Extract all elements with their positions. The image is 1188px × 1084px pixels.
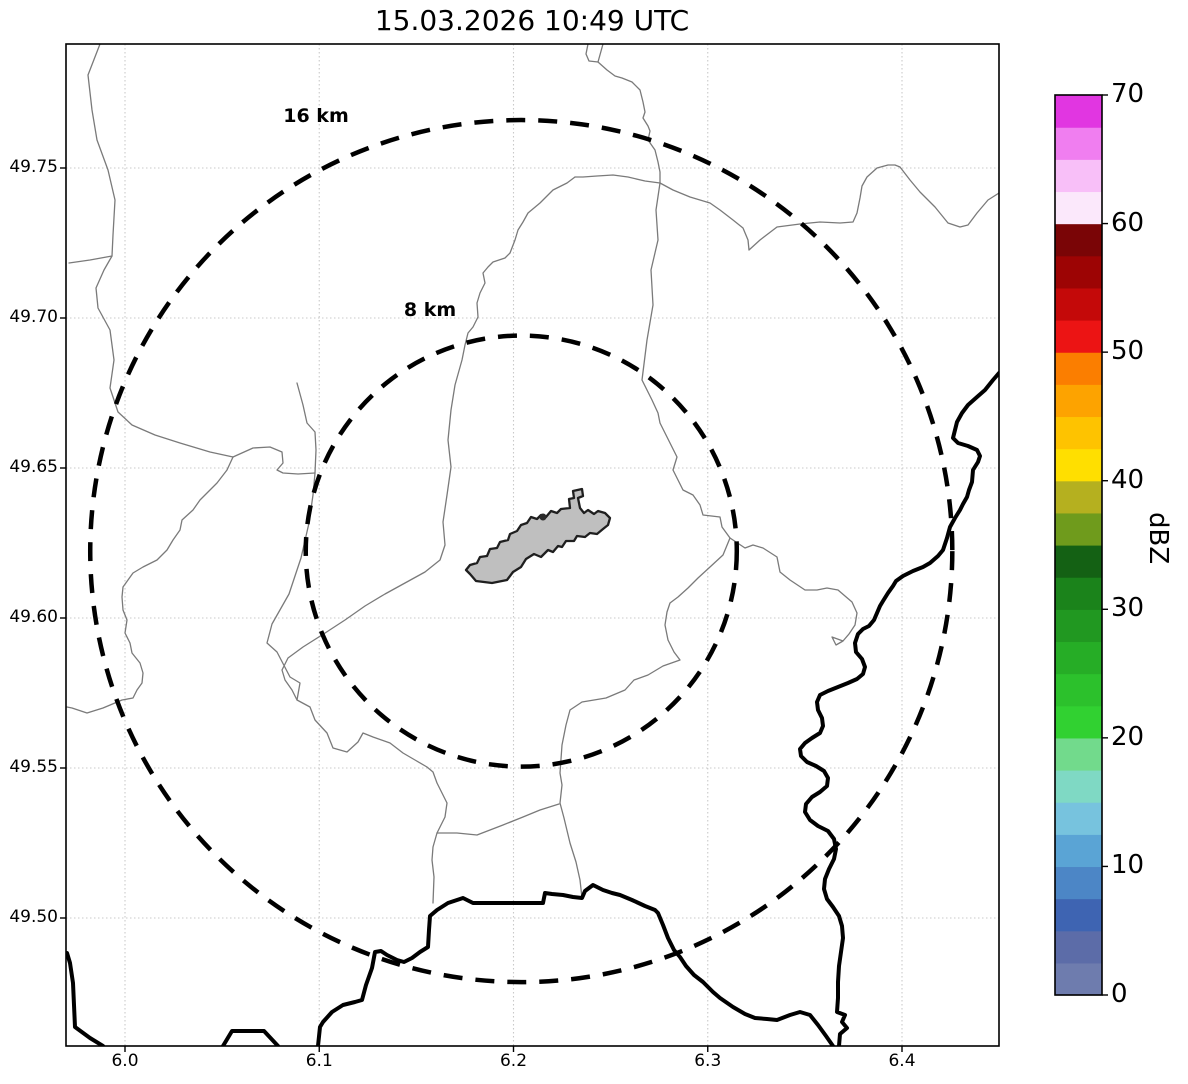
municipal-border-lines: [66, 44, 999, 904]
range-rings: [87, 117, 955, 985]
municipal-border-line: [585, 44, 604, 63]
colorbar-segment: [1055, 384, 1102, 418]
municipal-border-line: [436, 803, 560, 836]
range-ring-label-16km: 16 km: [283, 105, 349, 127]
colorbar-segment: [1055, 962, 1102, 996]
colorbar-segment: [1055, 641, 1102, 675]
range-ring-label-8km: 8 km: [403, 299, 457, 321]
colorbar-segment: [1055, 512, 1102, 546]
municipal-border-line: [574, 174, 661, 184]
colorbar-tick-marks: [1102, 94, 1108, 996]
colorbar-tick-label: 40: [1111, 464, 1145, 495]
x-tick-label: 6.0: [111, 1051, 139, 1071]
axis-tick-marks: [60, 167, 903, 1052]
x-tick-label: 6.4: [888, 1051, 916, 1071]
colorbar-segment: [1055, 609, 1102, 643]
colorbar-segment: [1055, 223, 1102, 257]
colorbar-tick-label: 10: [1111, 850, 1145, 881]
municipal-border-line: [66, 456, 234, 714]
x-tick-label: 6.2: [499, 1051, 528, 1071]
municipal-border-line: [266, 382, 448, 904]
y-tick-label: 49.55: [9, 757, 58, 777]
y-tick-label: 49.75: [9, 157, 58, 177]
colorbar-tick-label: 30: [1111, 593, 1145, 624]
colorbar-segment: [1055, 352, 1102, 385]
country-border-line: [316, 883, 835, 1046]
colorbar-segment: [1055, 127, 1102, 160]
y-tick-label: 49.65: [9, 457, 58, 477]
colorbar-unit-label: dBZ: [1143, 512, 1173, 565]
colorbar-tick-label: 0: [1111, 979, 1128, 1009]
country-border-line: [221, 1029, 280, 1046]
country-border-line: [798, 371, 999, 1046]
colorbar-segment: [1055, 577, 1102, 610]
municipal-border-line: [281, 176, 576, 701]
colorbar-segment: [1055, 866, 1102, 900]
colorbar-segment: [1055, 545, 1102, 578]
municipal-border-line: [659, 164, 999, 251]
colorbar-tick-label: 70: [1111, 79, 1145, 109]
y-tick-label: 49.60: [9, 607, 58, 627]
colorbar-segment: [1055, 191, 1102, 225]
municipal-border-line: [87, 44, 234, 458]
colorbar-segment: [1055, 320, 1102, 353]
colorbar-segment: [1055, 705, 1102, 739]
country-border-line: [66, 951, 105, 1046]
colorbar-segment: [1055, 95, 1102, 128]
plot-title: 15.03.2026 10:49 UTC: [374, 4, 690, 37]
radar-site-marker: [539, 513, 547, 521]
y-tick-label: 49.70: [9, 307, 58, 327]
colorbar-segment: [1055, 480, 1102, 514]
colorbar-segment: [1055, 770, 1102, 803]
colorbar-segment: [1055, 416, 1102, 450]
colorbar-segment: [1055, 834, 1102, 868]
x-tick-label: 6.3: [694, 1051, 722, 1071]
municipal-border-line: [729, 537, 858, 646]
plot-frame: [65, 43, 1000, 1047]
range-ring-8km: [303, 333, 740, 769]
colorbar-segment: [1055, 802, 1102, 835]
colorbar-segment: [1055, 448, 1102, 482]
colorbar-segment: [1055, 737, 1102, 771]
municipal-border-line: [232, 446, 316, 475]
colorbar-tick-label: 60: [1111, 207, 1145, 238]
x-tick-label: 6.1: [305, 1051, 333, 1071]
colorbar-segment: [1055, 673, 1102, 707]
municipal-border-line: [597, 61, 661, 184]
range-ring-16km: [87, 117, 955, 985]
municipal-border-line: [559, 182, 731, 899]
colorbar-segment: [1055, 930, 1102, 964]
country-border-lines: [66, 371, 999, 1046]
municipal-border-line: [68, 255, 113, 264]
y-tick-label: 49.50: [9, 907, 58, 927]
colorbar-segment: [1055, 898, 1102, 932]
colorbar-segment: [1055, 255, 1102, 289]
city-boundary-shape: [464, 487, 612, 585]
colorbar-frame: [1054, 94, 1103, 996]
colorbar-tick-label: 50: [1111, 336, 1145, 367]
colorbar-segment: [1055, 159, 1102, 193]
colorbar-gradient: [1055, 95, 1102, 996]
colorbar-segment: [1055, 287, 1102, 321]
colorbar-tick-label: 20: [1111, 721, 1145, 752]
